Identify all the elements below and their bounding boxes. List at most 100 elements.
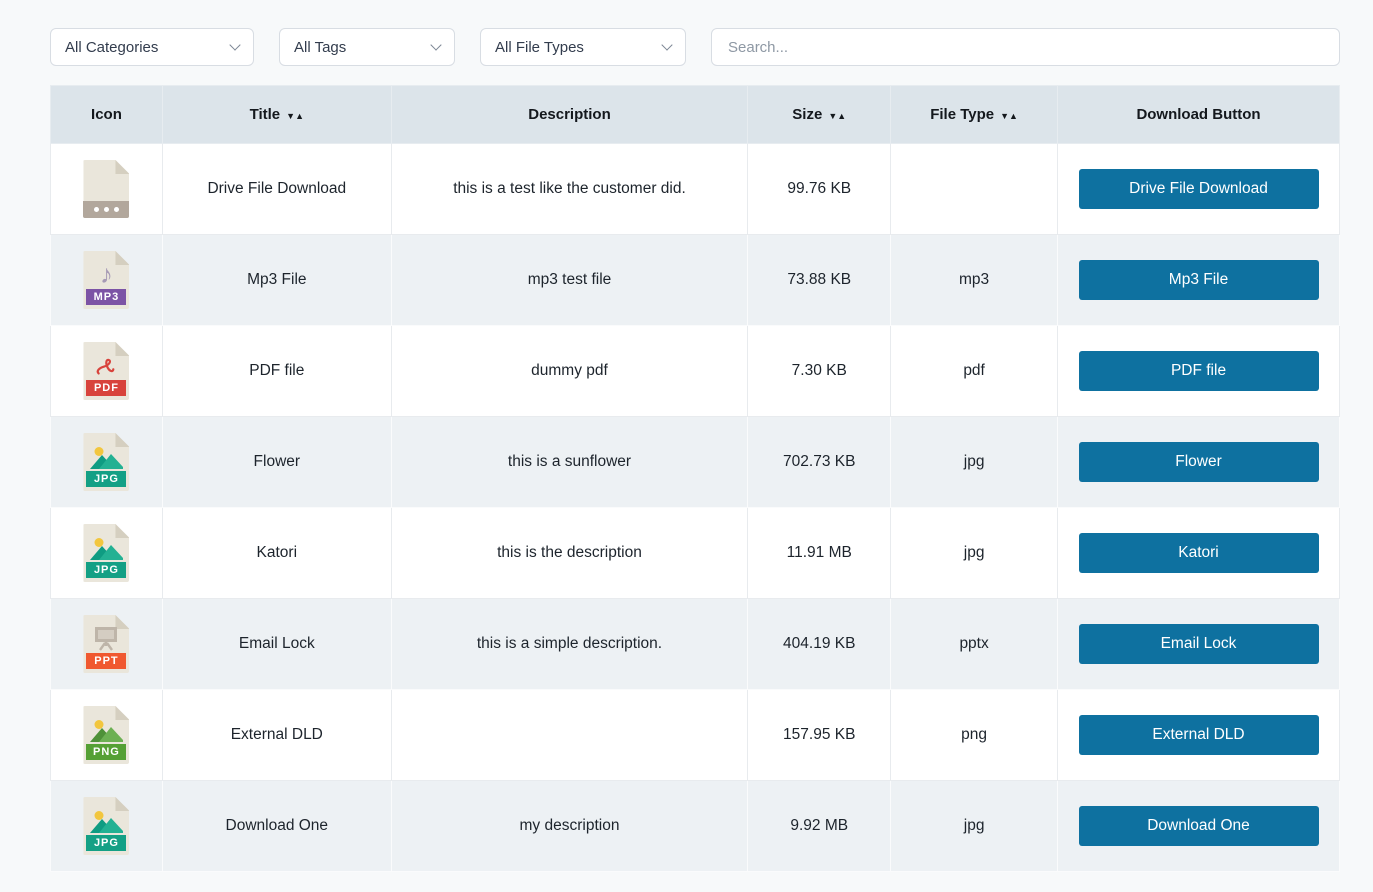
chevron-down-icon [661,38,673,51]
file-title: External DLD [161,689,392,781]
file-type: jpg [890,507,1059,599]
column-header-file-type[interactable]: File Type ▼▲ [890,85,1059,144]
download-button[interactable]: Mp3 File [1078,260,1319,300]
file-title: Email Lock [161,598,392,690]
downloads-table: Icon Title ▼▲ Description Size ▼▲ File Type ▼▲ D… [50,85,1340,872]
column-label: File Type [930,106,995,123]
file-title: Mp3 File [161,234,392,326]
file-description: this is a sunflower [390,416,749,508]
chevron-down-icon [229,38,241,51]
icon-cell: PPT [50,598,163,690]
pdf-file-icon: PDF [83,342,130,400]
file-type: mp3 [890,234,1059,326]
icon-label: JPG [86,471,127,487]
icon-cell: JPG [50,416,163,508]
table-row: PDF PDF file dummy pdf 7.30 KB pdf PDF file [50,325,1340,417]
download-cell: PDF file [1057,325,1340,417]
download-button[interactable]: Flower [1078,442,1319,482]
file-title: Download One [161,780,392,872]
table-row: JPG Download One my description 9.92 MB jpg D… [50,780,1340,872]
download-button[interactable]: External DLD [1078,715,1319,755]
file-types-dropdown[interactable]: All File Types [480,28,686,66]
column-label: Size [792,106,823,123]
file-size: 7.30 KB [747,325,892,417]
table-row: JPG Katori this is the description 11.91 MB… [50,507,1340,599]
mp3-file-icon: ♪ MP3 [83,251,130,309]
column-header-size[interactable]: Size ▼▲ [747,85,892,144]
table-row: PNG External DLD 157.95 KB png External DLD [50,689,1340,781]
icon-label: MP3 [86,289,127,305]
column-header-icon: Icon [50,85,163,144]
file-type: png [890,689,1059,781]
ppt-file-icon: PPT [83,615,130,673]
file-type: jpg [890,780,1059,872]
jpg-file-icon: JPG [83,524,130,582]
file-type: pdf [890,325,1059,417]
download-manager-page: All Categories All Tags All File Types I… [50,28,1340,872]
file-size: 99.76 KB [747,143,892,235]
table-row: ♪ MP3 Mp3 File mp3 test file 73.88 KB mp3 Mp3 … [50,234,1340,326]
icon-cell: PDF [50,325,163,417]
jpg-file-icon: JPG [83,433,130,491]
column-header-description: Description [390,85,749,144]
file-description: my description [390,780,749,872]
jpg-file-icon: JPG [83,797,130,855]
icon-label: JPG [86,562,127,578]
download-button[interactable]: PDF file [1078,351,1319,391]
categories-dropdown[interactable]: All Categories [50,28,254,66]
icon-label: JPG [86,835,127,851]
table-header: Icon Title ▼▲ Description Size ▼▲ File Type ▼▲ D… [50,85,1340,144]
file-description: dummy pdf [390,325,749,417]
file-description: this is a test like the customer did. [390,143,749,235]
download-cell: Download One [1057,780,1340,872]
chevron-down-icon [430,38,442,51]
column-label: Title [249,106,281,123]
column-label: Download Button [1136,106,1261,123]
download-cell: External DLD [1057,689,1340,781]
download-button[interactable]: Download One [1078,806,1319,846]
download-button[interactable]: Katori [1078,533,1319,573]
categories-dropdown-value: All Categories [65,38,159,56]
icon-cell: JPG [50,507,163,599]
file-description [390,689,749,781]
column-header-title[interactable]: Title ▼▲ [161,85,392,144]
table-row: PPT Email Lock this is a simple descriptio… [50,598,1340,690]
column-label: Description [528,106,611,123]
icon-cell [50,143,163,235]
file-title: Katori [161,507,392,599]
download-cell: Flower [1057,416,1340,508]
file-type: pptx [890,598,1059,690]
filter-bar: All Categories All Tags All File Types [50,28,1340,66]
download-cell: Mp3 File [1057,234,1340,326]
file-type [890,143,1059,235]
file-size: 11.91 MB [747,507,892,599]
column-label: Icon [91,106,122,123]
search-input[interactable] [711,28,1340,66]
table-row: JPG Flower this is a sunflower 702.73 KB jpg… [50,416,1340,508]
sort-icon: ▼▲ [1000,111,1018,121]
column-header-download-button: Download Button [1057,85,1340,144]
download-cell: Katori [1057,507,1340,599]
file-description: this is a simple description. [390,598,749,690]
icon-label: PDF [86,380,127,396]
generic-file-icon [83,160,130,218]
file-types-dropdown-value: All File Types [495,38,584,56]
tags-dropdown[interactable]: All Tags [279,28,455,66]
icon-label: PNG [86,744,127,760]
download-cell: Drive File Download [1057,143,1340,235]
download-button[interactable]: Email Lock [1078,624,1319,664]
file-size: 702.73 KB [747,416,892,508]
icon-cell: PNG [50,689,163,781]
sort-icon: ▼▲ [828,111,847,121]
file-size: 9.92 MB [747,780,892,872]
file-title: Drive File Download [161,143,392,235]
file-description: this is the description [390,507,749,599]
file-title: Flower [161,416,392,508]
file-size: 157.95 KB [747,689,892,781]
icon-label: PPT [86,653,127,669]
table-row: Drive File Download this is a test like t… [50,143,1340,235]
download-button[interactable]: Drive File Download [1078,169,1319,209]
icon-cell: ♪ MP3 [50,234,163,326]
png-file-icon: PNG [83,706,130,764]
download-cell: Email Lock [1057,598,1340,690]
